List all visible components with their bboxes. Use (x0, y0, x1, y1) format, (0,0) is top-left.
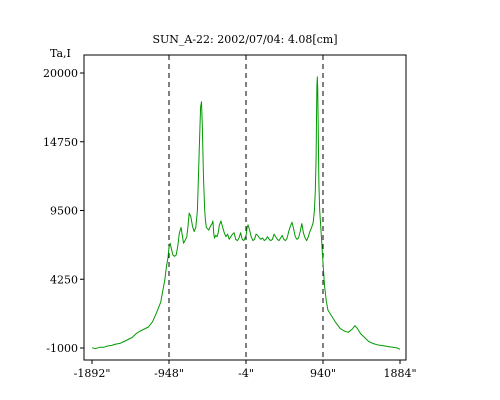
plot-frame (83, 54, 407, 361)
reference-lines (168, 55, 324, 360)
y-axis-label: Ta,I (50, 47, 71, 60)
x-tick-label: -948" (154, 367, 184, 380)
y-tick-label: 9500 (50, 205, 78, 218)
x-tick-label: 1884" (383, 367, 416, 380)
y-tick-label: 14750 (43, 136, 78, 149)
series-line (91, 76, 401, 350)
x-tick-label: -4" (238, 367, 254, 380)
y-axis-ticks: -1000 4250 9500 14750 20000 (43, 67, 84, 355)
y-tick-label: 4250 (50, 273, 78, 286)
x-axis-ticks: -1892" -948" -4" 940" 1884" (74, 360, 417, 380)
x-tick-label: -1892" (74, 367, 111, 380)
y-tick-label: 20000 (43, 67, 78, 80)
x-tick-label: 940" (310, 367, 336, 380)
chart-title: SUN_A-22: 2002/07/04: 4.08[cm] (152, 33, 337, 46)
y-tick-label: -1000 (46, 342, 78, 355)
series-group (91, 76, 401, 350)
